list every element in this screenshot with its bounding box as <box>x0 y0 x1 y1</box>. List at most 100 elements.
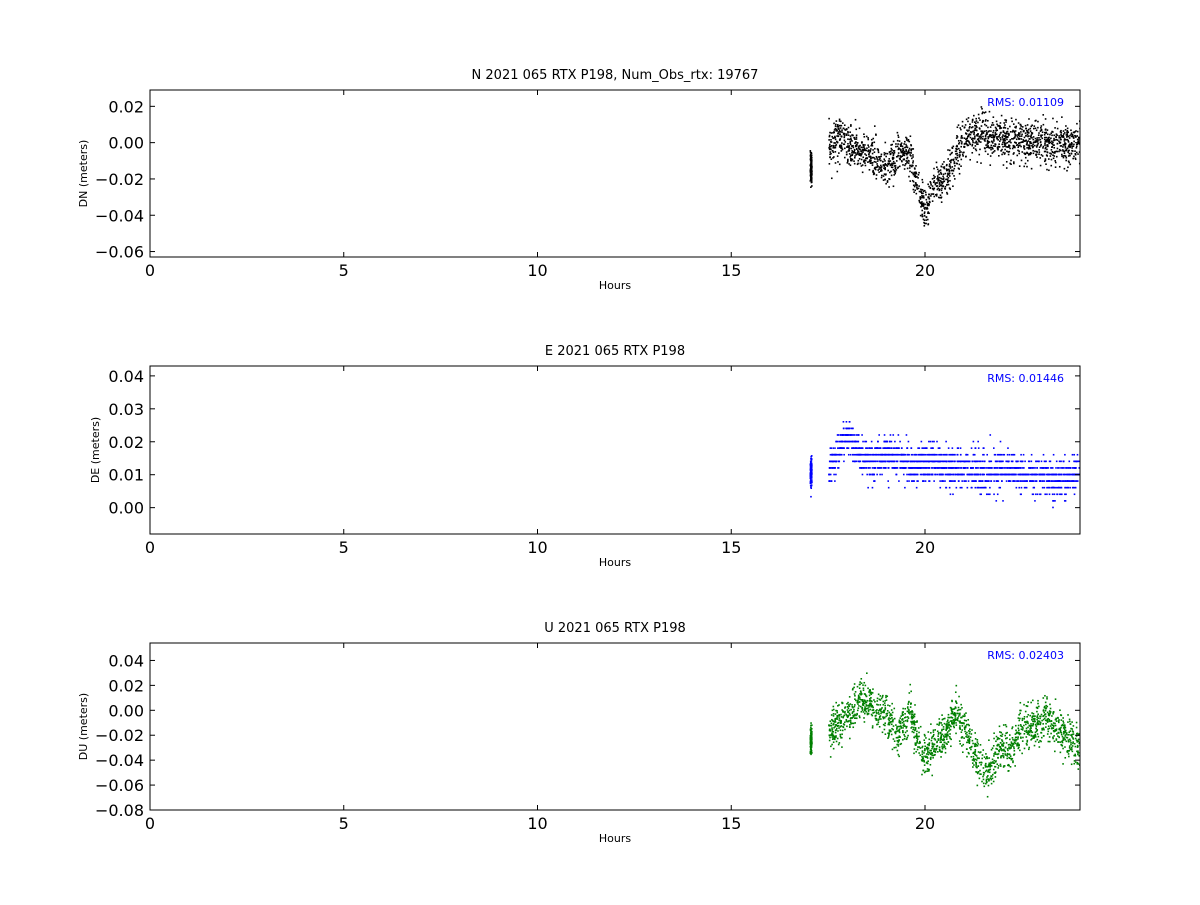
data-point <box>918 174 920 176</box>
data-point <box>887 480 889 482</box>
data-point <box>920 198 922 200</box>
data-point <box>986 132 988 134</box>
data-point <box>1075 487 1077 489</box>
data-point <box>850 441 852 443</box>
data-point <box>978 136 980 138</box>
data-point <box>927 760 929 762</box>
data-point <box>966 742 968 744</box>
data-point <box>949 480 951 482</box>
data-point <box>1027 714 1029 716</box>
data-point <box>982 454 984 456</box>
data-point <box>859 447 861 449</box>
data-point <box>838 461 840 463</box>
data-point <box>844 729 846 731</box>
data-point <box>829 461 831 463</box>
data-point <box>1046 144 1048 146</box>
data-point <box>1037 703 1039 705</box>
data-point <box>872 474 874 476</box>
data-point <box>1069 747 1071 749</box>
data-point <box>846 428 848 430</box>
chart-title: N 2021 065 RTX P198, Num_Obs_rtx: 19767 <box>472 68 759 83</box>
data-point <box>855 119 857 121</box>
data-point <box>964 127 966 129</box>
data-point <box>910 706 912 708</box>
data-point <box>961 141 963 143</box>
data-point <box>1046 493 1048 495</box>
data-point <box>846 151 848 153</box>
scatter-points <box>810 421 1082 508</box>
data-point <box>1040 139 1042 141</box>
data-point <box>848 127 850 129</box>
data-point <box>1063 130 1065 132</box>
data-point <box>924 190 926 192</box>
data-point <box>977 461 979 463</box>
data-point <box>869 152 871 154</box>
data-point <box>898 136 900 138</box>
x-tick-label: 5 <box>339 261 349 280</box>
data-point <box>1034 500 1036 502</box>
data-point <box>1065 129 1067 131</box>
data-point <box>1004 149 1006 151</box>
data-point <box>939 487 941 489</box>
data-point <box>832 137 834 139</box>
data-point <box>909 684 911 686</box>
data-point <box>1077 139 1079 141</box>
data-point <box>914 190 916 192</box>
data-point <box>1025 125 1027 127</box>
data-point <box>1036 153 1038 155</box>
data-point <box>929 201 931 203</box>
data-point <box>1013 746 1015 748</box>
y-tick-label: 0.00 <box>108 499 144 518</box>
data-point <box>1002 136 1004 138</box>
data-point <box>910 152 912 154</box>
data-point <box>1044 493 1046 495</box>
data-point <box>889 172 891 174</box>
data-point <box>865 467 867 469</box>
data-point <box>987 136 989 138</box>
data-point <box>980 130 982 132</box>
data-point <box>948 454 950 456</box>
data-point <box>1075 158 1077 160</box>
data-point <box>871 139 873 141</box>
data-point <box>916 731 918 733</box>
data-point <box>1037 493 1039 495</box>
data-point <box>834 480 836 482</box>
data-point <box>972 743 974 745</box>
data-point <box>1061 155 1063 157</box>
data-point <box>924 215 926 217</box>
data-point <box>874 447 876 449</box>
data-point <box>885 156 887 158</box>
data-point <box>987 145 989 147</box>
data-point <box>902 146 904 148</box>
data-point <box>868 447 870 449</box>
data-point <box>921 447 923 449</box>
data-point <box>962 155 964 157</box>
data-point <box>954 461 956 463</box>
data-point <box>856 137 858 139</box>
data-point <box>1007 128 1009 130</box>
data-point <box>904 736 906 738</box>
data-point <box>914 172 916 174</box>
data-point <box>1055 136 1057 138</box>
data-point <box>959 152 961 154</box>
data-point <box>1041 461 1043 463</box>
data-point <box>1040 724 1042 726</box>
data-point <box>944 480 946 482</box>
data-point <box>990 480 992 482</box>
data-point <box>884 447 886 449</box>
data-point <box>932 200 934 202</box>
data-point <box>1052 143 1054 145</box>
data-point <box>1066 170 1068 172</box>
data-point <box>1009 474 1011 476</box>
data-point <box>1049 741 1051 743</box>
data-point <box>998 461 1000 463</box>
data-point <box>946 467 948 469</box>
data-point <box>1018 474 1020 476</box>
data-point <box>853 152 855 154</box>
data-point <box>1048 715 1050 717</box>
data-point <box>1068 162 1070 164</box>
data-point <box>1015 127 1017 129</box>
data-point <box>1069 745 1071 747</box>
data-point <box>937 188 939 190</box>
